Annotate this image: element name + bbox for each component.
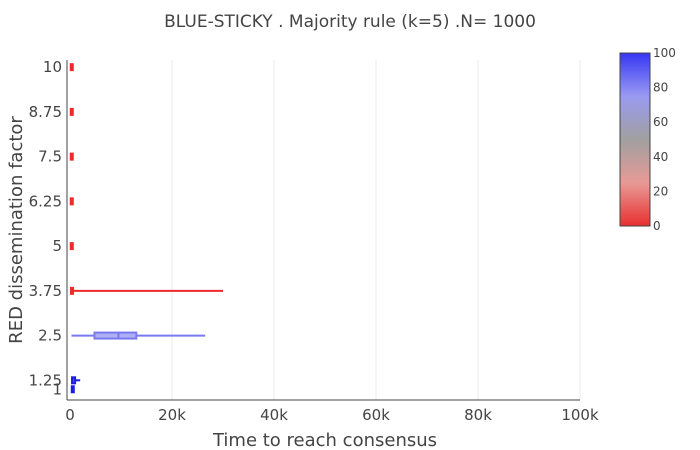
x-tick-label: 20k: [158, 406, 186, 424]
y-tick-label: 1: [52, 380, 62, 398]
x-tick-labels: 0 20k 40k 60k 80k 100k: [65, 406, 599, 424]
colorbar-tick-label: 100: [653, 46, 676, 60]
y-tick-label: 2.5: [38, 327, 62, 345]
vertical-grid: [171, 60, 581, 400]
colorbar: 0 20 40 60 80 100: [619, 46, 676, 233]
y-tick-label: 5: [52, 237, 62, 255]
y-tick-label: 8.75: [29, 103, 62, 121]
x-tick-label: 0: [65, 406, 75, 424]
y-tick-label: 7.5: [38, 148, 62, 166]
colorbar-tick-label: 80: [653, 81, 668, 95]
box-trace: [71, 331, 206, 340]
axes: [66, 60, 580, 401]
x-tick-label: 80k: [464, 406, 492, 424]
colorbar-tick-label: 20: [653, 184, 668, 198]
box-series: [69, 63, 223, 394]
y-tick-label: 1.25: [29, 371, 62, 389]
box-trace: [69, 242, 74, 251]
chart-title: BLUE-STICKY . Majority rule (k=5) .N= 10…: [164, 12, 536, 32]
y-tick-label: 10: [43, 58, 62, 76]
x-axis-title: Time to reach consensus: [212, 430, 437, 450]
x-tick-label: 100k: [561, 406, 599, 424]
y-tick-label: 3.75: [29, 282, 62, 300]
box-body: [93, 331, 138, 340]
box-trace: [70, 385, 75, 394]
colorbar-gradient: [619, 52, 651, 227]
x-tick-label: 40k: [260, 406, 288, 424]
box-trace: [70, 286, 223, 295]
colorbar-tick-label: 40: [653, 150, 668, 164]
y-tick-labels: 11.25 2.5 3.75 5 6.25 7.5 8.75 10: [29, 58, 62, 398]
x-tick-label: 60k: [362, 406, 390, 424]
box-trace: [69, 63, 74, 72]
box-trace: [69, 197, 74, 206]
box-trace: [71, 376, 81, 385]
y-axis-title: RED dissemination factor: [6, 116, 27, 344]
colorbar-tick-label: 60: [653, 115, 668, 129]
colorbar-tick-label: 0: [653, 219, 661, 233]
box-trace: [69, 107, 74, 116]
box-trace: [69, 152, 74, 161]
y-tick-label: 6.25: [29, 192, 62, 210]
